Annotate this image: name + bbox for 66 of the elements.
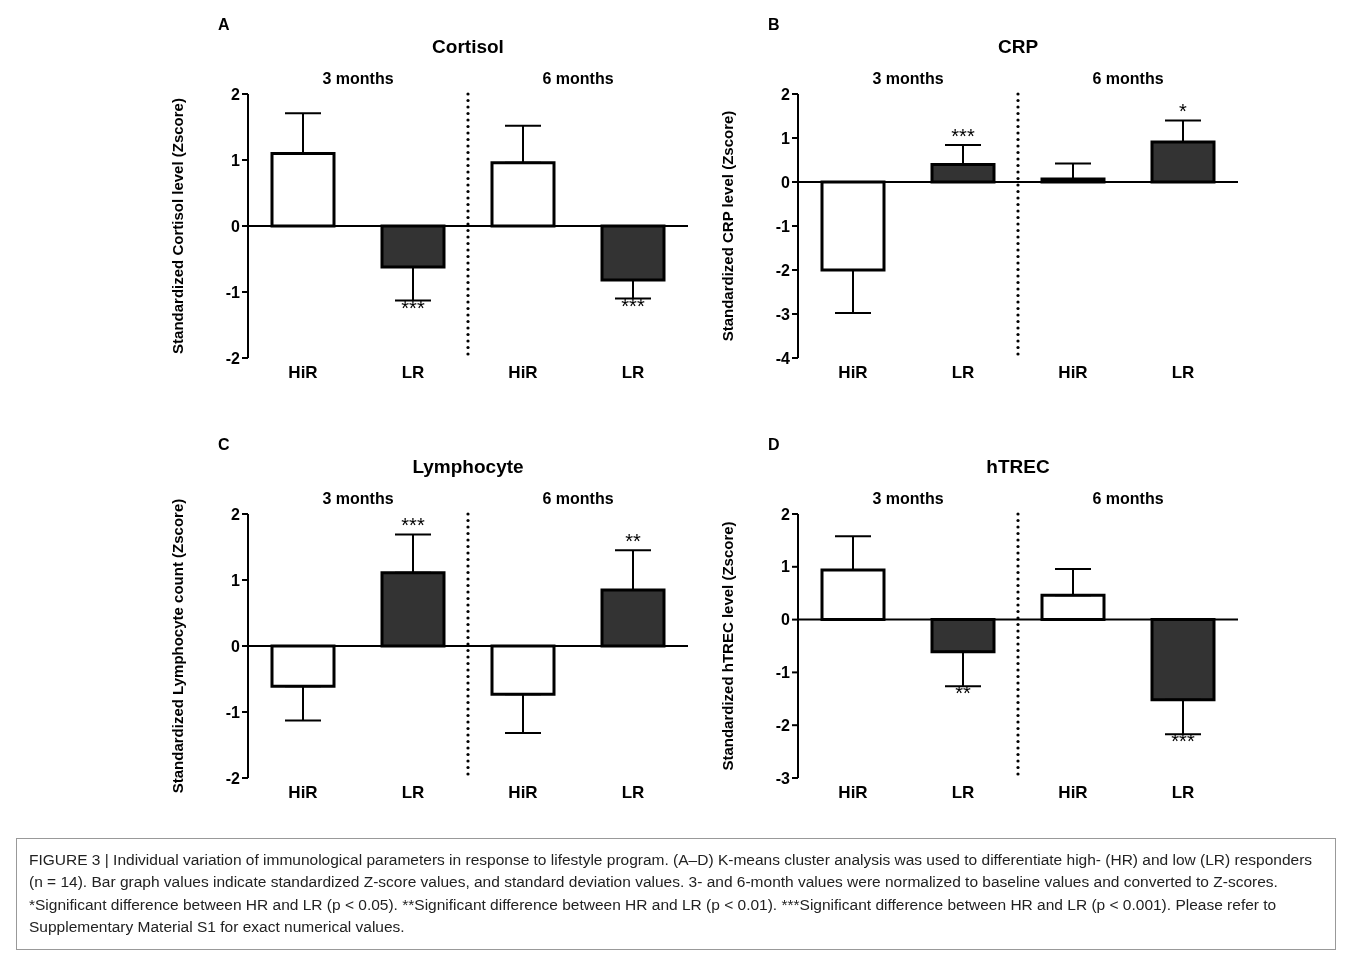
text: 6 months	[1091, 490, 1165, 508]
data-label: **	[625, 530, 641, 553]
text: C	[218, 436, 230, 454]
x-tick-label: HiR	[508, 363, 538, 383]
data-label: ***	[621, 294, 645, 317]
text: A	[218, 16, 230, 34]
y-tick-label: 0	[781, 173, 791, 191]
text: B	[768, 16, 780, 34]
y-tick-label: 2	[781, 85, 791, 103]
x-tick-label: HiR	[288, 363, 318, 383]
y-tick-label: -2	[225, 349, 241, 367]
y-tick-label: 1	[781, 558, 791, 576]
chart-title: Lymphocyte	[411, 456, 525, 478]
text: 3 months	[871, 70, 945, 88]
y-tick-label: 1	[231, 571, 241, 589]
x-tick-label: LR	[951, 363, 975, 383]
chart-title: hTREC	[985, 456, 1051, 478]
x-tick-label: LR	[1171, 783, 1195, 803]
y-tick-label: -1	[775, 217, 791, 235]
data-label: ***	[951, 125, 975, 148]
x-tick-label: HiR	[838, 783, 868, 803]
y-tick-label: -1	[225, 703, 241, 721]
x-tick-label: LR	[621, 363, 645, 383]
x-tick-label: HiR	[1058, 783, 1088, 803]
y-tick-label: -2	[225, 769, 241, 787]
data-label: ***	[401, 296, 425, 319]
text: D	[768, 436, 780, 454]
y-tick-label: 1	[781, 129, 791, 147]
data-label: *	[1179, 100, 1188, 123]
y-tick-label: -2	[775, 261, 791, 279]
y-axis-title: Standardized hTREC level (Zscore)	[719, 521, 737, 771]
y-tick-label: 0	[231, 217, 241, 235]
chart-title: CRP	[996, 36, 1040, 58]
y-tick-label: 2	[781, 505, 791, 523]
text: 6 months	[541, 70, 615, 88]
y-tick-label: -3	[775, 305, 791, 323]
chart-title: Cortisol	[431, 36, 505, 58]
caption: FIGURE 3 | Individual variation of immunological parameters in response to lifestyle program. (A–D) K-means cluster analysis was used to differentiate high- (HR) and low (LR) responders (n = 14). Bar graph values indicate standardized Z-score values, and standard deviation values. 3- and 6-month values were normalized to baseline values and converted to Z-scores. *Significant difference between HR and LR (p < 0.05). **Significant difference between HR and LR (p < 0.01). ***Significant difference between HR and LR (p < 0.001). Please refer to Supplementary Material S1 for exact numerical values.	[29, 850, 1314, 938]
x-tick-label: LR	[621, 783, 645, 803]
x-tick-label: LR	[401, 363, 425, 383]
text: 3 months	[321, 70, 395, 88]
y-axis-title: Standardized CRP level (Zscore)	[719, 110, 737, 342]
text: 3 months	[321, 490, 395, 508]
y-axis-title: Standardized Cortisol level (Zscore)	[169, 98, 187, 354]
x-tick-label: LR	[951, 783, 975, 803]
y-tick-label: 0	[781, 611, 791, 629]
data-label: ***	[401, 514, 425, 537]
y-tick-label: 2	[231, 85, 241, 103]
y-tick-label: -1	[775, 664, 791, 682]
x-tick-label: HiR	[838, 363, 868, 383]
text: 6 months	[1091, 70, 1165, 88]
x-tick-label: HiR	[288, 783, 318, 803]
x-tick-label: LR	[1171, 363, 1195, 383]
x-tick-label: HiR	[508, 783, 538, 803]
y-tick-label: -2	[775, 716, 791, 734]
text: 6 months	[541, 490, 615, 508]
y-tick-label: 1	[231, 151, 241, 169]
y-tick-label: -4	[775, 349, 791, 367]
x-tick-label: HiR	[1058, 363, 1088, 383]
text: 3 months	[871, 490, 945, 508]
y-axis-title: Standardized Lymphocyte count (Zscore)	[169, 498, 187, 794]
y-tick-label: 0	[231, 637, 241, 655]
y-tick-label: 2	[231, 505, 241, 523]
x-tick-label: LR	[401, 783, 425, 803]
y-tick-label: -1	[225, 283, 241, 301]
y-tick-label: -3	[775, 769, 791, 787]
